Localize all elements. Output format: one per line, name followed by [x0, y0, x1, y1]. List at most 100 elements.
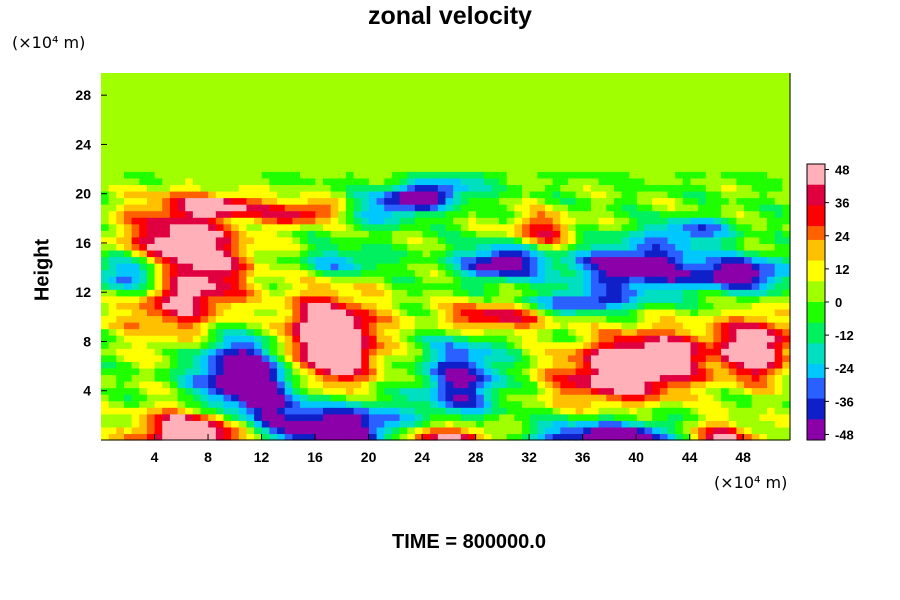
heatmap-cell	[254, 335, 263, 343]
heatmap-cell	[583, 276, 592, 284]
heatmap-cell	[231, 145, 240, 153]
heatmap-cell	[330, 413, 339, 421]
heatmap-cell	[277, 335, 286, 343]
heatmap-cell	[330, 151, 339, 159]
heatmap-cell	[583, 407, 592, 415]
heatmap-cell	[652, 289, 661, 297]
heatmap-cell	[300, 263, 309, 271]
heatmap-cell	[522, 387, 531, 395]
heatmap-cell	[430, 269, 439, 277]
heatmap-cell	[774, 361, 783, 369]
heatmap-cell	[391, 269, 401, 277]
heatmap-cell	[759, 138, 768, 146]
heatmap-cell	[675, 387, 684, 395]
heatmap-cell	[567, 217, 577, 225]
heatmap-cell	[208, 407, 217, 415]
heatmap-cell	[422, 400, 431, 408]
heatmap-cell	[483, 302, 493, 310]
heatmap-cell	[598, 426, 607, 435]
heatmap-cell	[705, 99, 715, 107]
heatmap-cell	[361, 138, 370, 146]
heatmap-cell	[690, 145, 699, 153]
heatmap-cell	[261, 328, 271, 336]
heatmap-cell	[445, 328, 454, 336]
heatmap-cell	[682, 295, 692, 303]
heatmap-cell	[338, 249, 347, 258]
heatmap-cell	[200, 367, 209, 376]
heatmap-cell	[560, 190, 569, 199]
heatmap-cell	[667, 99, 676, 107]
heatmap-cell	[606, 125, 615, 133]
heatmap-cell	[636, 73, 646, 81]
heatmap-cell	[422, 348, 431, 356]
heatmap-cell	[690, 138, 699, 146]
heatmap-cell	[139, 367, 148, 376]
heatmap-cell	[506, 282, 515, 290]
heatmap-cell	[506, 381, 515, 389]
heatmap-cell	[315, 92, 324, 100]
heatmap-cell	[277, 190, 286, 199]
heatmap-cell	[483, 348, 493, 356]
heatmap-cell	[238, 223, 248, 231]
heatmap-cell	[751, 328, 760, 336]
heatmap-cell	[590, 99, 600, 107]
heatmap-cell	[613, 145, 623, 153]
heatmap-cell	[460, 354, 470, 362]
heatmap-cell	[277, 315, 286, 323]
heatmap-cell	[606, 118, 615, 127]
heatmap-cell	[391, 105, 401, 113]
heatmap-cell	[514, 236, 523, 244]
heatmap-cell	[613, 433, 623, 441]
heatmap-cell	[292, 367, 301, 376]
heatmap-cell	[422, 302, 431, 310]
heatmap-cell	[399, 348, 408, 356]
heatmap-cell	[705, 118, 715, 127]
heatmap-cell	[499, 269, 508, 277]
heatmap-cell	[353, 354, 362, 362]
heatmap-cell	[659, 433, 669, 441]
heatmap-cell	[491, 413, 500, 421]
heatmap-cell	[682, 282, 692, 290]
heatmap-cell	[506, 73, 515, 81]
heatmap-cell	[437, 164, 447, 172]
heatmap-cell	[460, 145, 470, 153]
heatmap-cell	[200, 184, 209, 192]
heatmap-cell	[430, 164, 439, 172]
heatmap-cell	[698, 328, 707, 336]
heatmap-cell	[644, 361, 653, 369]
heatmap-cell	[162, 204, 171, 212]
heatmap-cell	[476, 158, 485, 166]
heatmap-cell	[667, 249, 676, 258]
heatmap-cell	[545, 236, 554, 244]
heatmap-cell	[736, 400, 745, 408]
heatmap-cell	[277, 99, 286, 107]
heatmap-cell	[338, 105, 347, 113]
heatmap-cell	[728, 131, 738, 140]
heatmap-cell	[307, 361, 316, 369]
heatmap-cell	[422, 151, 431, 159]
heatmap-cell	[552, 289, 561, 297]
heatmap-cell	[101, 86, 110, 94]
heatmap-cell	[292, 348, 301, 356]
heatmap-cell	[453, 125, 462, 133]
heatmap-cell	[537, 426, 546, 435]
heatmap-cell	[430, 145, 439, 153]
heatmap-cell	[667, 308, 676, 317]
heatmap-cell	[545, 151, 554, 159]
heatmap-cell	[767, 223, 776, 231]
heatmap-cell	[698, 348, 707, 356]
heatmap-cell	[330, 210, 339, 218]
heatmap-cell	[468, 86, 477, 94]
heatmap-cell	[728, 230, 738, 238]
heatmap-cell	[361, 79, 370, 87]
heatmap-cell	[690, 118, 699, 127]
heatmap-cell	[108, 263, 117, 271]
heatmap-cell	[330, 256, 339, 264]
heatmap-cell	[376, 361, 385, 369]
heatmap-cell	[116, 204, 125, 212]
heatmap-cell	[453, 315, 462, 323]
heatmap-cell	[460, 276, 470, 284]
heatmap-cell	[583, 190, 592, 199]
heatmap-cell	[177, 256, 186, 264]
heatmap-cell	[414, 433, 424, 441]
